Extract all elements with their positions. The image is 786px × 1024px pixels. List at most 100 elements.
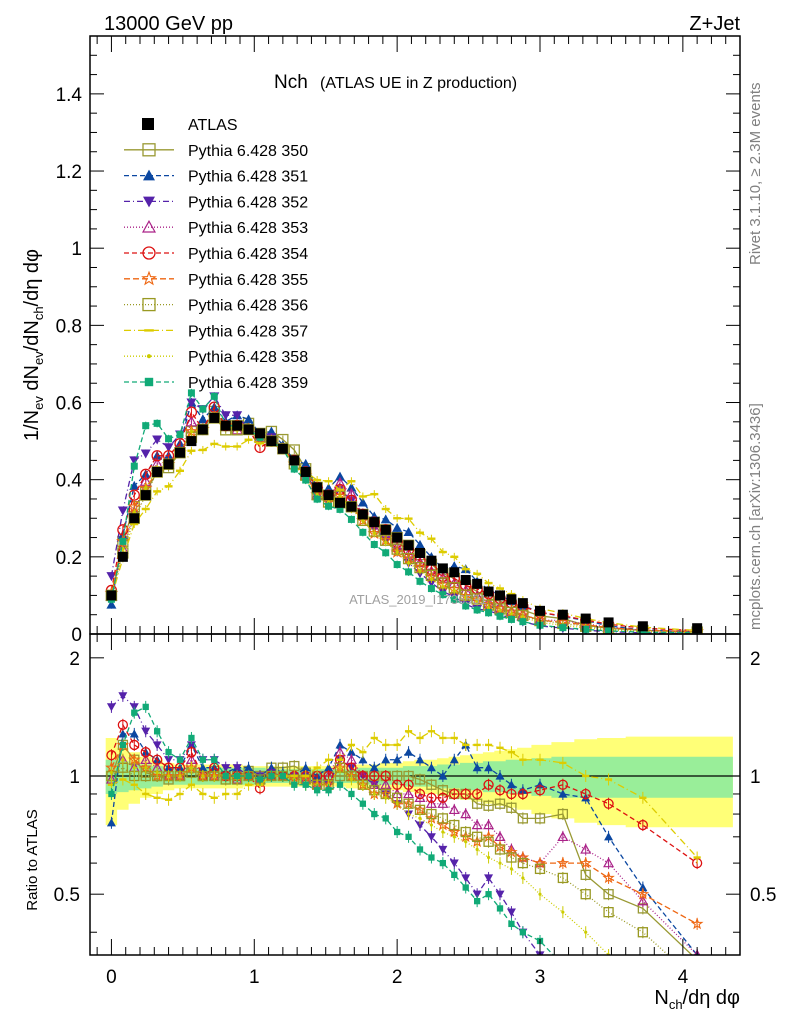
series-6-428-357-ratio-point [233,792,241,796]
series-6-428-350-ratio-point [494,798,506,809]
series-6-428-359-ratio-point [439,859,447,867]
series-6-428-356-ratio-point [506,852,517,863]
series-6-428-357-point [141,507,150,511]
series-6-428-353-ratio-point [460,808,472,819]
series-6-428-359-ratio-point [416,846,424,853]
series-6-428-359-ratio-point [222,772,229,780]
y-tick-label: 0 [71,625,82,646]
series-6-428-359-ratio-point [405,833,412,840]
series-6-428-354-ratio-point [460,788,471,800]
series-6-428-358-ratio-point [538,892,542,896]
atlas-point [472,578,483,589]
legend-item-2: Pythia 6.428 351 [124,169,308,186]
series-6-428-352-point [220,411,231,421]
series-6-428-352-ratio-point [426,833,436,842]
series-6-428-351-point [300,458,311,468]
series-6-428-357-ratio-point [244,783,253,786]
series-6-428-359-ratio-point [233,772,241,780]
series-6-428-351-ratio-point [495,771,505,780]
svg-text:1/Nev dNev/dNch/dη dφ: 1/Nev dNev/dNch/dη dφ [21,249,46,441]
legend-marker [143,169,155,181]
series-6-428-352-ratio-point [152,741,162,750]
series-6-428-357-point [427,537,436,540]
series-6-428-353-ratio-point [471,819,483,830]
series-6-428-352-point [117,506,128,516]
series-6-428-356-ratio-point [637,927,649,938]
series-6-428-350-ratio-point [534,813,546,824]
series-6-428-358-point [315,492,319,497]
series-6-428-354-point [140,468,152,480]
series-6-428-357-ratio-point [427,730,436,733]
series-6-428-359-ratio-point [188,734,195,742]
series-6-428-356-ratio-point [437,813,449,824]
series-6-428-357-point [313,478,322,482]
series-6-428-351-point [346,482,357,492]
series-6-428-357-point [473,572,482,576]
series-6-428-351-ratio-point [426,763,436,772]
series-6-428-358-point [143,486,148,490]
legend-label: Pythia 6.428 356 [188,298,308,315]
atlas-point [415,547,425,558]
atlas-point [426,555,437,566]
series-6-428-359-ratio-point [428,854,435,861]
series-6-428-357-ratio-point [404,730,413,733]
legend-item-10: Pythia 6.428 359 [124,375,308,392]
series-6-428-356-ratio-point [517,857,529,869]
series-6-428-354-ratio-point [557,779,569,790]
series-6-428-358-ratio-point [212,774,216,778]
series-6-428-356-ratio-point [603,907,614,918]
series-6-428-357-ratio-point [336,758,344,761]
series-6-428-354-ratio-point [129,739,140,751]
series-6-428-357-ratio-point [507,750,516,754]
ratio-y-tick-label: 1 [69,767,80,788]
atlas-point [557,609,568,620]
ratio-y-tick-label-right: 0.5 [750,885,776,906]
series-6-428-352-point [140,449,151,459]
series-6-428-358-ratio-point [395,802,399,806]
series-6-428-353-ratio-point [557,831,569,842]
atlas-point [449,567,460,578]
series-6-428-359-ratio-point [108,790,115,798]
atlas-point [517,598,528,609]
legend-marker [144,329,154,332]
series-6-428-358-point [486,605,491,610]
series-6-428-354-ratio-point [471,788,483,800]
series-6-428-356-ratio-point [494,844,506,855]
series-6-428-357-ratio-point [450,736,458,740]
series-6-428-359-point [382,549,390,557]
series-6-428-357-ratio-point [393,743,401,747]
series-6-428-357-ratio-point [199,792,207,796]
series-6-428-352-ratio-point [221,764,231,773]
series-6-428-352-ratio-point [495,890,505,899]
y-tick-label: 0.2 [56,548,82,569]
series-6-428-351-ratio-point [604,832,614,841]
plot-frames: 0 0.2 0.4 0.6 0.8 1 1.2 1.4 0 1 2 3 4 0.5 0.5 1 1 2 2 [54,35,776,988]
series-6-428-359-point [313,495,321,503]
series-6-428-359-point [370,540,378,548]
x-tick-label: 2 [392,967,403,988]
atlas-point [392,532,403,543]
series-6-428-355-ratio-point [636,887,650,900]
series-6-428-359-ratio-point [473,897,481,905]
series-6-428-359-point [559,624,567,632]
series-6-428-357-ratio-point [639,796,647,800]
series-6-428-359-point [142,422,150,430]
series-6-428-359-point [496,612,504,620]
series-6-428-357-ratio-point [462,743,470,747]
series-6-428-357-ratio-point [359,750,367,754]
series-6-428-357-point [324,480,333,483]
series-6-428-359-ratio-point [268,772,275,780]
series-6-428-359-point [405,568,413,576]
series-6-428-359-point [473,606,481,614]
plot-title: Nch [274,72,308,93]
series-6-428-359-ratio-point [279,772,287,780]
atlas-point [346,501,357,512]
legend-label: Pythia 6.428 357 [188,323,308,340]
legend-label: Pythia 6.428 352 [188,194,308,211]
series-6-428-359-ratio-point [131,709,138,716]
series-6-428-351-ratio-point [449,755,459,764]
series-6-428-354-ratio-point [449,788,460,800]
x-tick-label: 0 [106,967,117,988]
atlas-point [186,436,197,447]
series-6-428-352-ratio-point [438,845,448,854]
